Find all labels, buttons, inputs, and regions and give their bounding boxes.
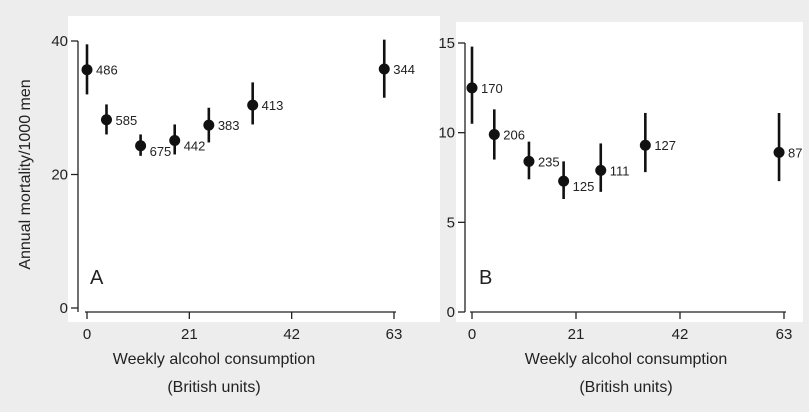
data-point (639, 139, 651, 151)
y-axis-title: Annual mortality/1000 men (17, 79, 34, 269)
x-tick-label: 0 (468, 326, 476, 343)
panel-label: B (479, 267, 492, 289)
data-point (247, 99, 259, 111)
data-label: 675 (150, 144, 172, 159)
x-axis-subtitle: (British units) (579, 379, 672, 396)
y-tick-label: 5 (447, 214, 455, 231)
y-tick-label: 15 (438, 35, 455, 52)
x-tick-label: 21 (181, 326, 198, 343)
data-label: 127 (654, 138, 676, 153)
y-tick-label: 0 (447, 304, 455, 321)
x-tick-label: 21 (568, 326, 585, 343)
data-point (81, 64, 93, 76)
panel-b: 0 5 10 15 0 21 42 63 170 206 235 125 111 127 87 B Weekly… (438, 35, 802, 396)
x-tick-label: 0 (83, 326, 91, 343)
x-axis-title: Weekly alcohol consumption (113, 351, 315, 368)
data-point (488, 128, 500, 140)
data-label: 235 (538, 154, 560, 169)
data-point (100, 114, 112, 126)
data-label: 344 (393, 62, 415, 77)
data-label: 206 (503, 127, 525, 142)
x-tick-label: 63 (776, 326, 793, 343)
data-point (203, 119, 215, 131)
data-label: 125 (573, 179, 595, 194)
panel-a-plot-background (68, 16, 440, 322)
data-point (558, 175, 570, 187)
x-tick-label: 42 (672, 326, 689, 343)
data-label: 87 (788, 145, 802, 160)
data-label: 413 (262, 98, 284, 113)
data-label: 442 (184, 138, 206, 153)
x-tick-label: 42 (283, 326, 300, 343)
y-tick-label: 20 (51, 167, 68, 184)
x-tick-label: 63 (386, 326, 403, 343)
panel-b-plot-background (456, 22, 803, 322)
data-label: 170 (481, 81, 503, 96)
panel-label: A (90, 267, 104, 289)
data-point (466, 82, 478, 94)
x-axis-subtitle: (British units) (167, 379, 260, 396)
y-tick-label: 0 (60, 300, 68, 317)
data-point (595, 164, 607, 176)
data-label: 486 (96, 63, 118, 78)
data-label: 111 (610, 163, 630, 178)
y-tick-label: 10 (438, 125, 455, 142)
data-label: 585 (115, 113, 137, 128)
data-point (523, 155, 535, 167)
y-tick-label: 40 (51, 33, 68, 50)
data-label: 383 (218, 118, 240, 133)
data-point (169, 134, 181, 146)
data-point (378, 63, 390, 75)
data-point (773, 146, 785, 158)
panel-a: 0 20 40 0 21 42 63 486 585 675 442 383 413 344 A Weekly… (17, 33, 415, 396)
data-point (135, 140, 147, 152)
x-axis-title: Weekly alcohol consumption (525, 351, 727, 368)
